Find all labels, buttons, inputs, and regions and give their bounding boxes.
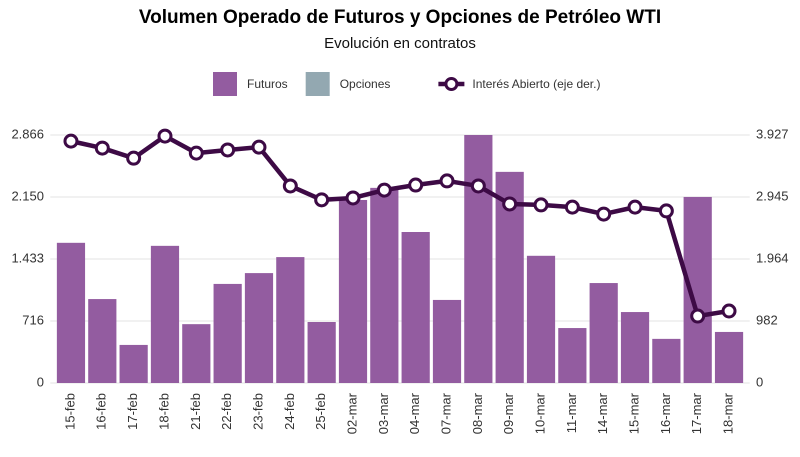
line-point	[721, 303, 737, 319]
line-point	[408, 177, 424, 193]
line	[70, 133, 730, 319]
x-tick-label: 21-feb	[188, 393, 203, 430]
y-tick-label: 1.433	[11, 250, 44, 265]
x-tick-label: 22-feb	[219, 393, 234, 430]
line-point	[94, 140, 110, 156]
line-point	[63, 133, 79, 149]
chart-subtitle: Evolución en contratos	[324, 35, 476, 52]
y2-tick-label: 2.945	[756, 188, 789, 203]
line-point	[502, 196, 518, 212]
line-point	[564, 199, 580, 215]
x-tick-label: 10-mar	[532, 392, 547, 434]
y2-tick-label: 1.964	[756, 250, 789, 265]
bar	[56, 242, 86, 383]
legend-label: Opciones	[340, 77, 391, 91]
bar	[88, 299, 117, 383]
line-point	[188, 145, 204, 161]
x-tick-label: 25-feb	[313, 393, 328, 430]
x-tick-label: 11-mar	[564, 392, 579, 433]
y2-tick-label: 0	[756, 374, 763, 389]
line-point	[439, 173, 455, 189]
y2-tick-label: 3.927	[756, 126, 789, 141]
x-tick-label: 07-mar	[438, 392, 453, 434]
x-tick-label: 16-mar	[658, 392, 673, 434]
line-point	[658, 203, 674, 219]
bar	[276, 257, 305, 383]
bar	[589, 283, 618, 383]
bar	[620, 312, 650, 383]
x-tick-label: 04-mar	[407, 392, 422, 434]
y-tick-label: 0	[37, 374, 44, 389]
x-tick-label: 02-mar	[344, 392, 359, 434]
bar	[526, 255, 556, 383]
legend-swatch	[444, 77, 459, 91]
line-point	[596, 206, 612, 222]
line-point	[282, 178, 298, 194]
chart-title: Volumen Operado de Futuros y Opciones de…	[139, 7, 661, 28]
x-tick-label: 08-mar	[470, 392, 485, 434]
bar	[119, 344, 148, 383]
x-tick-label: 14-mar	[595, 392, 610, 434]
x-tick-label: 16-feb	[94, 393, 109, 430]
x-tick-label: 09-mar	[501, 392, 516, 434]
line-point	[251, 139, 267, 155]
x-tick-label: 17-feb	[125, 393, 140, 430]
x-tick-label: 18-mar	[720, 392, 735, 434]
bar	[244, 273, 274, 383]
bar	[370, 187, 399, 383]
y-tick-label: 716	[22, 312, 44, 327]
bar	[150, 245, 180, 383]
x-tick-label: 17-mar	[689, 392, 704, 434]
bar	[182, 324, 211, 383]
y2-tick-label: 982	[756, 312, 778, 327]
line-point	[157, 128, 173, 144]
x-tick-label: 18-feb	[156, 393, 171, 430]
line-point	[376, 182, 392, 198]
bar	[464, 135, 493, 383]
y-tick-label: 2.866	[11, 126, 44, 141]
bar	[401, 232, 430, 383]
x-tick-label: 15-mar	[626, 392, 641, 434]
x-tick-label: 23-feb	[250, 393, 265, 430]
legend-swatch	[305, 72, 330, 96]
bar	[213, 283, 242, 383]
legend-label: Interés Abierto (eje der.)	[472, 77, 600, 91]
line-point	[126, 150, 142, 166]
line-point	[314, 192, 330, 208]
line-point	[533, 197, 549, 213]
bar	[338, 199, 368, 383]
line-point	[627, 199, 643, 215]
line-point	[220, 142, 236, 158]
line-point	[470, 178, 486, 194]
bar	[432, 299, 462, 383]
x-tick-label: 24-feb	[282, 393, 297, 430]
bar	[652, 338, 681, 383]
legend-label: Futuros	[247, 77, 288, 91]
bar	[714, 331, 744, 383]
bar	[307, 321, 336, 383]
x-tick-label: 15-feb	[62, 393, 77, 430]
bar	[558, 328, 587, 383]
line-point	[690, 308, 706, 324]
legend-swatch	[213, 72, 237, 96]
y-tick-label: 2.150	[11, 188, 44, 203]
line-point	[345, 190, 361, 206]
x-tick-label: 03-mar	[376, 392, 391, 434]
